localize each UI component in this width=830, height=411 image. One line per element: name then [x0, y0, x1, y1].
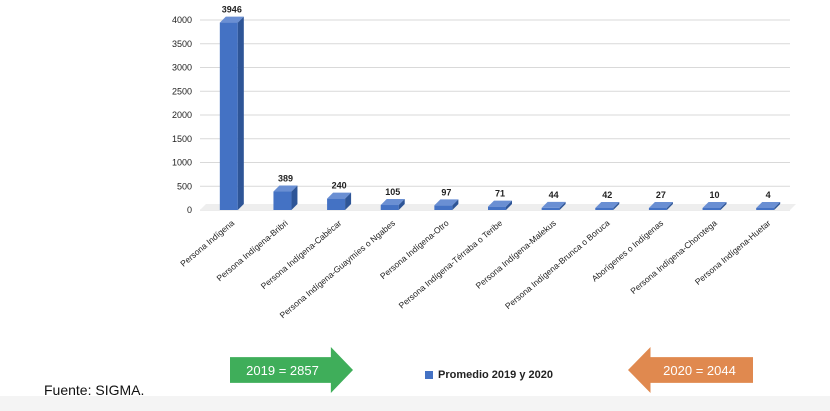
bar — [702, 208, 721, 210]
y-tick-label: 1500 — [172, 134, 192, 144]
bar-side — [452, 199, 459, 210]
bar-side — [666, 202, 673, 210]
bottom-band — [0, 396, 830, 411]
bar — [273, 191, 292, 210]
bar — [219, 22, 238, 210]
category-label: Persona Indígena-Chorotega — [628, 218, 719, 296]
data-label: 389 — [278, 174, 293, 184]
y-tick-label: 2500 — [172, 86, 192, 96]
arrow-2020-label: 2020 = 2044 — [663, 362, 736, 378]
y-tick-label: 3000 — [172, 63, 192, 73]
y-tick-label: 3500 — [172, 39, 192, 49]
data-label: 71 — [495, 189, 505, 199]
bar — [541, 207, 560, 210]
data-label: 44 — [549, 190, 559, 200]
bar-top — [434, 199, 459, 206]
y-tick-label: 0 — [187, 205, 192, 215]
y-tick-label: 4000 — [172, 15, 192, 25]
legend-swatch — [425, 371, 433, 379]
bar-top — [273, 185, 298, 192]
data-label: 105 — [385, 187, 400, 197]
bar-top — [380, 199, 405, 206]
arrow-2019-total: 2019 = 2857 — [230, 347, 353, 393]
data-label: 240 — [332, 181, 347, 191]
bar — [595, 208, 614, 210]
bar-side — [398, 199, 405, 210]
bar-top — [648, 202, 673, 208]
bar-side — [345, 192, 352, 210]
chart-legend: Promedio 2019 y 2020 — [425, 369, 553, 381]
data-label: 4 — [766, 190, 771, 200]
data-label: 3946 — [222, 5, 242, 15]
bar-side — [613, 202, 620, 210]
bar-top — [488, 200, 512, 207]
category-label: Persona Indígena-Guaymíes o Ngabes — [278, 218, 397, 320]
bar-side — [774, 202, 781, 210]
bar-top — [327, 192, 352, 199]
y-tick-label: 1000 — [172, 158, 192, 168]
bar-top — [756, 202, 781, 208]
arrow-2019-label: 2019 = 2857 — [246, 362, 319, 378]
y-tick-label: 500 — [177, 181, 192, 191]
legend-label: Promedio 2019 y 2020 — [438, 369, 553, 381]
arrow-2020-total: 2020 = 2044 — [628, 347, 753, 393]
data-label: 27 — [656, 190, 666, 200]
data-label: 42 — [602, 190, 612, 200]
bar — [327, 198, 346, 210]
source-note: Fuente: SIGMA. — [44, 382, 145, 398]
bar — [756, 208, 775, 210]
category-label: Persona Indígena-Térraba o Teribe — [397, 218, 505, 311]
data-label: 10 — [710, 190, 720, 200]
y-tick-label: 2000 — [172, 110, 192, 120]
bar-top — [595, 202, 620, 208]
bar-top — [541, 201, 566, 208]
bar-side — [291, 185, 298, 210]
bar-side — [720, 202, 727, 210]
bar-top — [219, 16, 244, 23]
bar — [488, 206, 506, 210]
data-label: 97 — [441, 187, 451, 197]
bar — [648, 208, 667, 210]
bar-side — [506, 200, 512, 210]
bar — [380, 205, 399, 210]
bar-side — [559, 201, 566, 210]
bar — [434, 205, 453, 210]
category-label: Persona Indígena-Brunca o Boruca — [503, 218, 612, 311]
bar-chart: 0 500 1000 1500 2000 2500 3000 3500 4000 3946 Pers… — [172, 5, 796, 320]
bar-top — [702, 202, 727, 208]
bar-side — [237, 16, 244, 210]
category-label: Persona Indígena — [178, 218, 236, 269]
